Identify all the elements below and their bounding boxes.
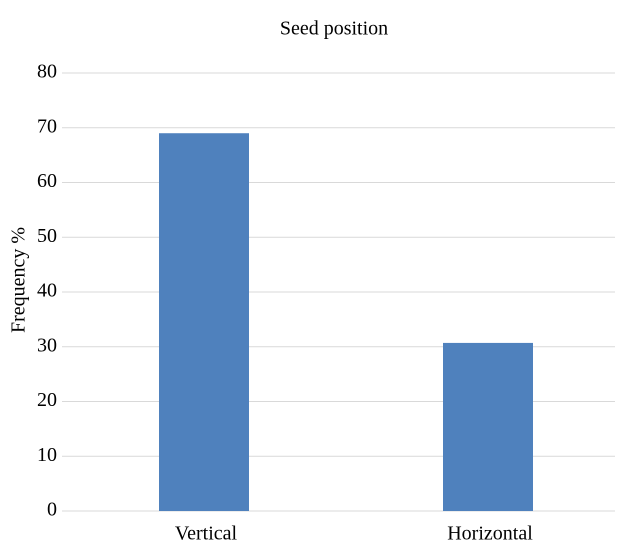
chart-title: Seed position	[280, 18, 388, 40]
y-axis-label: Frequency %	[8, 227, 30, 333]
y-tick-label: 80	[37, 61, 57, 83]
x-tick-label: Vertical	[175, 523, 238, 545]
y-tick-label: 0	[47, 499, 57, 521]
y-tick-label: 50	[37, 225, 57, 247]
bar	[443, 342, 533, 511]
y-tick-label: 70	[37, 115, 57, 137]
y-tick-label: 40	[37, 280, 57, 302]
x-tick-label: Horizontal	[447, 523, 533, 545]
bar	[159, 133, 249, 511]
y-tick-label: 10	[37, 444, 57, 466]
y-tick-label: 30	[37, 334, 57, 356]
y-tick-label: 20	[37, 389, 57, 411]
y-tick-label: 60	[37, 170, 57, 192]
